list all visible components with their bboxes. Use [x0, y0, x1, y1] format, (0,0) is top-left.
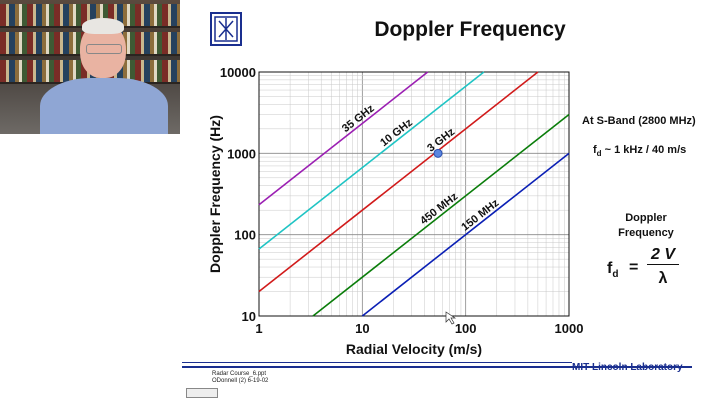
rule-f: f	[593, 144, 597, 156]
footer-file: Radar Course_6.ppt	[212, 371, 267, 377]
footer-org: MIT Lincoln Laboratory	[572, 362, 683, 373]
lincoln-lab-logo-icon	[210, 12, 242, 46]
footer-rule	[182, 366, 692, 368]
presenter-hair	[82, 18, 124, 34]
x-axis-label: Radial Velocity (m/s)	[346, 341, 482, 357]
x-tick-label: 10	[355, 321, 369, 336]
bookshelf-row	[0, 4, 180, 26]
x-tick-label: 1000	[555, 321, 584, 336]
series-line-2	[258, 71, 539, 293]
equation-label-line1: Doppler	[625, 212, 667, 224]
footer-author: ODonnell (2) 6-19-02	[212, 378, 269, 384]
rule-of-thumb-annotation: fd ~ 1 kHz / 40 m/s	[593, 144, 686, 158]
slide-title: Doppler Frequency	[374, 18, 566, 41]
equation-denominator: λ	[658, 270, 668, 287]
y-tick-label: 100	[234, 228, 256, 243]
slide-thumbnail-icon	[186, 388, 218, 398]
rule-rest: ~ 1 kHz / 40 m/s	[601, 144, 687, 156]
presenter-shirt	[40, 78, 168, 134]
equation-lhs: fd	[607, 260, 618, 280]
band-annotation: At S-Band (2800 MHz)	[582, 115, 696, 127]
equation-label-line2: Frequency	[618, 227, 674, 239]
equation-equals: =	[629, 259, 639, 276]
x-tick-label: 100	[455, 321, 477, 336]
y-tick-label: 1000	[227, 146, 256, 161]
plot-frame	[258, 71, 570, 317]
mouse-cursor-icon	[445, 311, 457, 325]
x-tick-label: 1	[255, 321, 262, 336]
presenter-webcam	[0, 0, 180, 134]
series-line-1	[258, 71, 485, 250]
equation-numerator: 2 V	[647, 246, 679, 265]
y-tick-label: 10000	[220, 65, 256, 80]
y-axis-label: Doppler Frequency (Hz)	[207, 115, 223, 273]
series-line-4	[361, 152, 570, 317]
data-marker	[433, 148, 443, 158]
series-line-0	[258, 71, 429, 206]
footer-rule-thin	[182, 362, 572, 363]
rule-sub: d	[596, 149, 602, 159]
y-tick-label: 10	[242, 309, 256, 324]
equation-sub: d	[612, 269, 619, 281]
presenter-glasses	[86, 44, 122, 54]
series-line-3	[312, 113, 570, 317]
equation-f: f	[607, 260, 613, 277]
plot-area	[259, 72, 569, 316]
